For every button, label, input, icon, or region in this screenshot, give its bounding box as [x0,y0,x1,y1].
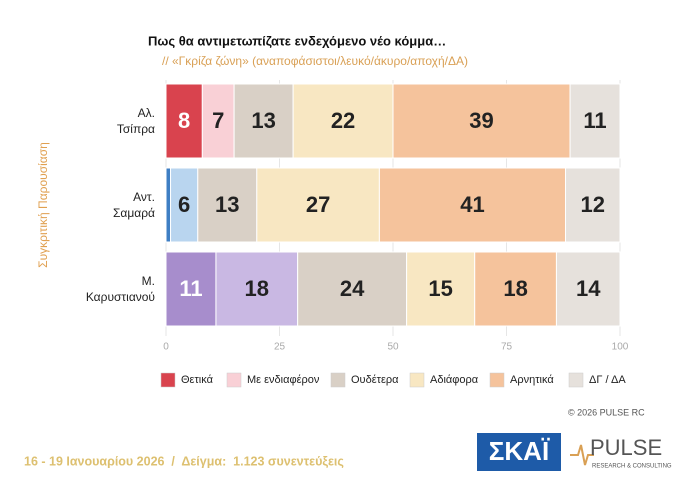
bar-segment [256,167,380,243]
chart-title: Πως θα αντιμετωπίζατε ενδεχόμενο νέο κόμ… [148,33,446,48]
value-label: 15 [428,276,452,301]
legend-swatch [330,372,346,388]
logo-skai: ΣΚΑΪ [489,436,550,466]
value-label: 11 [179,276,202,301]
bar-segment [215,251,299,327]
value-label: 24 [340,276,365,301]
legend-swatch [226,372,242,388]
x-tick-label: 0 [163,342,169,353]
category-label: Αντ. Σαμαρά [113,190,155,220]
value-label: 39 [469,108,493,133]
value-label: 6 [178,192,190,217]
footer-date: 16 - 19 Ιανουαρίου 2026 / Δείγμα: 1.123 … [24,454,344,468]
category-label: Αλ. Τσίπρα [116,106,155,136]
x-tick-label: 100 [612,342,629,353]
bar-segment [392,83,571,159]
copyright: © 2026 PULSE RC [568,407,645,417]
logo-pulse-sub: RESEARCH & CONSULTING [592,464,672,470]
value-label: 18 [245,276,269,301]
value-label: 12 [581,192,605,217]
bar-segment [297,251,408,327]
chart-subtitle: // «Γκρίζα ζώνη» (αναποφάσιστοι/λευκό/άκ… [162,54,468,68]
value-label: 18 [503,276,527,301]
logo-skai-box [477,433,561,471]
value-label: 7 [212,108,224,133]
y-axis-label: Συγκριτική Παρουσίαση [36,142,50,268]
legend-label: Με ενδιαφέρον [247,374,320,386]
bar-segment [565,167,621,243]
x-tick-label: 75 [501,342,513,353]
legend-label: Θετικά [181,374,214,386]
category-label: Μ. Καρυστιανού [85,274,155,304]
logo-pulse: PULSE [590,435,662,460]
legend-swatch [409,372,425,388]
legend-label: ΔΓ / ΔΑ [589,374,626,386]
value-label: 14 [576,276,601,301]
value-label: 13 [215,192,239,217]
bar-segment [233,83,294,159]
logo-pulse-icon [570,444,594,466]
bar-segment [170,167,199,243]
bar-segment [555,251,621,327]
legend-swatch [489,372,505,388]
x-tick-label: 25 [274,342,286,353]
bar-segment [165,83,203,159]
bar-segment [474,251,557,327]
legend-label: Αρνητικά [510,374,554,386]
legend-swatch [568,372,584,388]
legend-label: Αδιάφορα [430,374,479,386]
legend-label: Ουδέτερα [351,374,399,386]
value-label: 13 [251,108,275,133]
bar-segment [569,83,621,159]
value-label: 11 [583,108,606,133]
value-label: 41 [460,192,484,217]
value-label: 27 [306,192,330,217]
value-label: 22 [331,108,355,133]
bar-segment [165,167,172,243]
value-label: 8 [178,108,190,133]
x-tick-label: 50 [387,342,399,353]
bar-segment [406,251,476,327]
legend-swatch [160,372,176,388]
bar-segment [292,83,394,159]
